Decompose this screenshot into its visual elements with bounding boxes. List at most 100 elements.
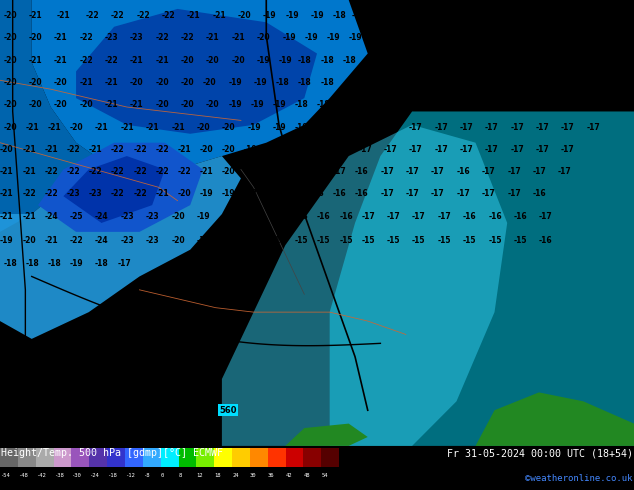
Text: -18: -18 xyxy=(25,259,39,268)
Text: -17: -17 xyxy=(387,212,401,221)
Text: -17: -17 xyxy=(561,145,575,154)
Bar xyxy=(321,448,339,467)
Text: -20: -20 xyxy=(257,33,270,43)
Text: -20: -20 xyxy=(79,100,93,109)
Text: -21: -21 xyxy=(22,145,36,154)
Text: -22: -22 xyxy=(162,11,175,20)
Text: -22: -22 xyxy=(70,236,83,245)
Text: 36: 36 xyxy=(268,473,275,478)
Text: -21: -21 xyxy=(200,167,213,176)
Text: -17: -17 xyxy=(456,11,470,20)
Text: -21: -21 xyxy=(231,33,245,43)
Text: -20: -20 xyxy=(197,122,210,132)
Polygon shape xyxy=(476,392,634,446)
Text: -16: -16 xyxy=(463,212,476,221)
Text: -18: -18 xyxy=(298,56,312,65)
Text: -24: -24 xyxy=(89,473,99,478)
Text: -20: -20 xyxy=(3,122,16,132)
Text: -18: -18 xyxy=(222,212,236,221)
Text: -16: -16 xyxy=(514,212,527,221)
Text: -17: -17 xyxy=(431,190,445,198)
Text: -17: -17 xyxy=(412,212,426,221)
Text: -17: -17 xyxy=(409,145,423,154)
Text: -18: -18 xyxy=(276,78,290,87)
Text: -19: -19 xyxy=(0,236,13,245)
Text: -16: -16 xyxy=(295,212,308,221)
Text: -21: -21 xyxy=(206,33,219,43)
Text: 48: 48 xyxy=(304,473,310,478)
Text: -16: -16 xyxy=(533,190,546,198)
Text: -20: -20 xyxy=(29,100,42,109)
Text: -15: -15 xyxy=(412,236,425,245)
Text: -17: -17 xyxy=(437,212,451,221)
Text: -20: -20 xyxy=(222,145,235,154)
Text: -17: -17 xyxy=(545,11,559,20)
Text: -22: -22 xyxy=(86,11,99,20)
Text: -16: -16 xyxy=(333,190,346,198)
Text: -20: -20 xyxy=(206,56,219,65)
Bar xyxy=(36,448,53,467)
Text: -17: -17 xyxy=(612,11,626,20)
Bar xyxy=(304,448,321,467)
Text: -18: -18 xyxy=(288,145,302,154)
Text: -21: -21 xyxy=(155,190,169,198)
Text: -17: -17 xyxy=(491,56,505,65)
Text: -17: -17 xyxy=(441,56,455,65)
Text: -15: -15 xyxy=(387,236,400,245)
Bar xyxy=(89,448,107,467)
Text: -17: -17 xyxy=(422,78,436,87)
Text: -17: -17 xyxy=(365,56,378,65)
Text: -19: -19 xyxy=(279,56,292,65)
Text: -17: -17 xyxy=(472,78,486,87)
Text: -18: -18 xyxy=(317,100,331,109)
Text: -17: -17 xyxy=(552,33,566,43)
Text: -22: -22 xyxy=(105,56,118,65)
Bar xyxy=(160,448,179,467)
Polygon shape xyxy=(38,143,203,232)
Text: -19: -19 xyxy=(273,100,286,109)
Bar xyxy=(18,448,36,467)
Text: -18: -18 xyxy=(333,11,347,20)
Text: -18: -18 xyxy=(384,122,398,132)
Text: -17: -17 xyxy=(466,56,480,65)
Text: 0: 0 xyxy=(160,473,164,478)
Text: -18: -18 xyxy=(298,78,312,87)
Bar xyxy=(268,448,286,467)
Polygon shape xyxy=(285,423,368,446)
Text: -17: -17 xyxy=(491,100,505,109)
Text: -20: -20 xyxy=(171,212,184,221)
Polygon shape xyxy=(0,156,241,339)
Text: -22: -22 xyxy=(44,167,58,176)
Text: -16: -16 xyxy=(311,190,324,198)
Text: -17: -17 xyxy=(390,56,404,65)
Text: -22: -22 xyxy=(136,11,150,20)
Text: -17: -17 xyxy=(574,78,588,87)
Text: -22: -22 xyxy=(111,190,124,198)
Text: -17: -17 xyxy=(346,78,359,87)
Polygon shape xyxy=(0,0,114,232)
Text: -20: -20 xyxy=(3,11,16,20)
Text: -15: -15 xyxy=(437,236,451,245)
Text: -19: -19 xyxy=(311,11,324,20)
Text: -21: -21 xyxy=(105,78,118,87)
Text: -20: -20 xyxy=(3,33,16,43)
Text: -23: -23 xyxy=(130,33,143,43)
Text: -18: -18 xyxy=(288,167,302,176)
Text: -20: -20 xyxy=(222,167,235,176)
Text: -19: -19 xyxy=(197,236,210,245)
Text: -19: -19 xyxy=(254,78,267,87)
Text: -22: -22 xyxy=(79,56,93,65)
Text: -15: -15 xyxy=(488,236,501,245)
Text: -17: -17 xyxy=(593,56,607,65)
Text: -17: -17 xyxy=(507,167,521,176)
Text: -17: -17 xyxy=(361,212,375,221)
Text: -15: -15 xyxy=(295,236,308,245)
Text: -22: -22 xyxy=(178,167,191,176)
Text: -25: -25 xyxy=(70,212,83,221)
Text: -19: -19 xyxy=(285,11,299,20)
Bar xyxy=(232,448,250,467)
Text: -21: -21 xyxy=(89,145,102,154)
Text: -20: -20 xyxy=(238,11,251,20)
Text: -17: -17 xyxy=(479,33,493,43)
Text: -17: -17 xyxy=(390,33,404,43)
